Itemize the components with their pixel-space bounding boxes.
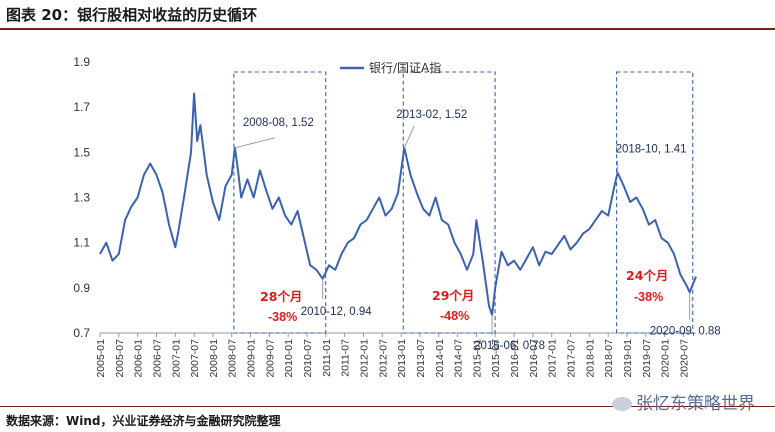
- x-tick-label: 2008-01: [208, 339, 220, 378]
- y-tick-label: 0.7: [73, 326, 90, 340]
- annotation-label: 2008-08, 1.52: [243, 117, 314, 129]
- title-bar: 图表 20：银行股相对收益的历史循环: [0, 0, 775, 28]
- cycle-duration-label: 29个月: [432, 288, 474, 303]
- y-tick-label: 1.9: [73, 55, 90, 69]
- top-rule: [0, 28, 775, 30]
- x-tick-label: 2010-07: [302, 339, 314, 378]
- cycle-change-label: -38%: [634, 290, 663, 304]
- x-tick-label: 2016-01: [509, 339, 521, 378]
- x-tick-label: 2005-07: [114, 339, 126, 378]
- annotation-label: 2018-10, 1.41: [616, 144, 687, 156]
- watermark: 张忆东策略世界: [612, 389, 755, 414]
- x-tick-label: 2009-01: [246, 339, 258, 378]
- annotation-label: 2013-02, 1.52: [396, 109, 467, 121]
- annotation-leader: [403, 125, 415, 149]
- cycle-duration-label: 28个月: [260, 289, 302, 304]
- cycle-duration-label: 24个月: [626, 268, 668, 283]
- cycle-change-label: -38%: [268, 310, 297, 324]
- annotation-label: 2010-12, 0.94: [301, 306, 373, 318]
- x-tick-label: 2015-01: [471, 339, 483, 378]
- x-tick-label: 2011-07: [340, 339, 352, 377]
- x-tick-label: 2014-01: [434, 339, 446, 378]
- annotation-leader: [234, 137, 276, 149]
- x-tick-label: 2017-01: [547, 339, 559, 378]
- legend-label: 银行/国证A指: [369, 60, 441, 75]
- watermark-text: 张忆东策略世界: [636, 394, 755, 414]
- wechat-icon: [612, 397, 632, 411]
- x-tick-label: 2010-01: [283, 339, 295, 378]
- x-tick-label: 2017-07: [566, 339, 578, 378]
- series-line: [99, 92, 697, 316]
- x-tick-label: 2006-07: [151, 339, 163, 378]
- page-title: 图表 20：银行股相对收益的历史循环: [6, 6, 258, 24]
- x-tick-label: 2008-07: [227, 339, 239, 378]
- bottom-rule: [0, 406, 775, 407]
- x-tick-label: 2007-01: [170, 339, 182, 378]
- cycle-change-label: -48%: [440, 309, 469, 323]
- x-tick-label: 2015-07: [490, 339, 502, 378]
- x-tick-label: 2013-07: [415, 339, 427, 378]
- annotation-label: 2015-06, 0.78: [474, 340, 545, 352]
- y-tick-label: 1.5: [73, 145, 90, 159]
- x-tick-label: 2007-07: [189, 339, 201, 378]
- cycle-box: [616, 71, 694, 334]
- x-tick-label: 2019-01: [622, 339, 634, 378]
- x-tick-label: 2012-07: [377, 339, 389, 378]
- y-tick-label: 1.3: [73, 191, 90, 205]
- cycle-box: [233, 71, 327, 334]
- y-tick-label: 1.7: [73, 100, 90, 114]
- source-note: 数据来源：Wind，兴业证券经济与金融研究院整理: [6, 414, 281, 428]
- x-tick-label: 2006-01: [133, 339, 145, 378]
- x-tick-label: 2019-07: [641, 339, 653, 378]
- y-tick-label: 0.9: [73, 281, 90, 295]
- x-tick-label: 2016-07: [528, 339, 540, 378]
- x-tick-label: 2018-07: [603, 339, 615, 378]
- x-tick-label: 2009-07: [264, 339, 276, 378]
- x-tick-label: 2014-07: [453, 339, 465, 378]
- annotation-label: 2020-09, 0.88: [650, 325, 721, 337]
- x-tick-label: 2011-01: [321, 339, 333, 377]
- x-tick-label: 2020-07: [678, 339, 690, 378]
- cycle-box: [402, 71, 496, 334]
- x-tick-label: 2005-01: [95, 339, 107, 378]
- y-tick-label: 1.1: [73, 236, 90, 250]
- x-tick-label: 2012-01: [358, 339, 370, 378]
- x-tick-label: 2018-01: [584, 339, 596, 378]
- x-tick-label: 2013-01: [396, 339, 408, 378]
- x-tick-label: 2020-01: [660, 339, 672, 378]
